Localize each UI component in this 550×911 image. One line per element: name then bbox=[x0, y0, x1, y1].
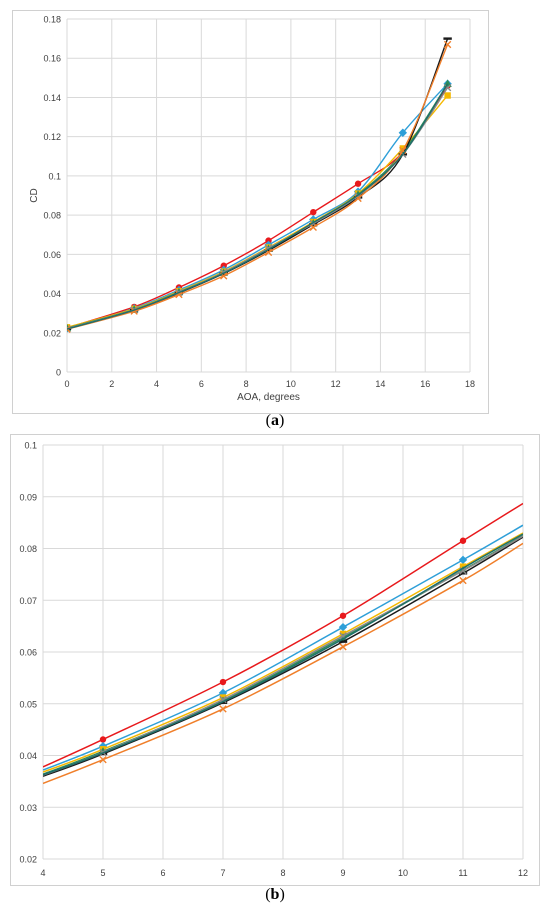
caption-b-open: ( bbox=[265, 886, 271, 903]
b-series-1-point-4 bbox=[458, 555, 468, 565]
b-series-4-point-2 bbox=[218, 701, 228, 704]
caption-b-label: b bbox=[270, 886, 280, 903]
b-series-0-point-3 bbox=[339, 612, 347, 619]
b-series-6-point-4 bbox=[459, 576, 467, 585]
caption-a-label: a bbox=[271, 412, 279, 429]
b-ytick-label-2: 0.04 bbox=[19, 751, 37, 761]
a-xtick-label-7: 14 bbox=[375, 379, 385, 389]
a-xtick-label-8: 16 bbox=[420, 379, 430, 389]
b-ytick-label-4: 0.06 bbox=[19, 648, 37, 658]
a-series-5 bbox=[67, 83, 452, 333]
a-series-7 bbox=[67, 83, 449, 330]
a-series-4-point-4 bbox=[264, 249, 273, 252]
b-series-0-point-2 bbox=[219, 678, 227, 686]
a-ytick-label-2: 0.04 bbox=[43, 289, 61, 299]
chart-panel-b: 4 5 6 7 8 9 10 11 12 0.02 0.03 0.04 0.05 0.06 0.07 0.08… bbox=[10, 434, 540, 886]
a-ytick-label-8: 0.16 bbox=[43, 54, 61, 64]
b-series-0-point-4 bbox=[459, 537, 467, 544]
a-ytick-label-5: 0.1 bbox=[48, 171, 61, 181]
a-xtick-label-2: 4 bbox=[154, 379, 159, 389]
b-series-6-point-2 bbox=[219, 705, 227, 713]
a-series-1 bbox=[67, 79, 452, 333]
b-series-5-point-2 bbox=[219, 695, 227, 704]
b-ytick-label-3: 0.05 bbox=[19, 699, 37, 709]
a-ytick-label-9: 0.18 bbox=[43, 15, 61, 25]
b-xtick-label-1: 5 bbox=[100, 868, 105, 878]
b-xtick-label-0: 4 bbox=[40, 868, 45, 878]
b-series-6-point-3 bbox=[339, 643, 347, 651]
a-series-2-point-8 bbox=[444, 92, 451, 99]
caption-b-close: ) bbox=[279, 886, 285, 903]
a-xtick-label-1: 2 bbox=[109, 379, 114, 389]
chart-a-svg: 0 2 4 6 8 10 12 14 16 18 0 0.02 0.04 0.06 0.08 0.1 0.12 0… bbox=[29, 15, 475, 404]
a-series-5-line bbox=[67, 87, 449, 330]
b-xtick-label-2: 6 bbox=[160, 868, 165, 878]
a-series-6-point-5 bbox=[309, 223, 317, 231]
a-y-axis-label: CD bbox=[29, 188, 40, 202]
a-ytick-label-7: 0.14 bbox=[43, 93, 61, 103]
b-xtick-label-7: 11 bbox=[458, 868, 467, 878]
b-series-7-line bbox=[43, 533, 523, 776]
a-ytick-label-4: 0.08 bbox=[43, 211, 61, 221]
b-xtick-label-4: 8 bbox=[280, 868, 285, 878]
a-series-2-line bbox=[67, 95, 449, 328]
caption-a-open: ( bbox=[265, 412, 271, 429]
b-ytick-label-1: 0.03 bbox=[19, 803, 37, 813]
b-series-4-point-4 bbox=[458, 572, 468, 575]
b-series-0-point-1 bbox=[99, 736, 107, 743]
a-xtick-label-4: 8 bbox=[244, 379, 249, 389]
b-xtick-label-5: 9 bbox=[340, 868, 345, 878]
a-x-axis-label: AOA, degrees bbox=[237, 392, 300, 403]
a-series-4 bbox=[67, 37, 452, 331]
a-series-6 bbox=[67, 40, 452, 333]
a-series-6-line bbox=[67, 44, 449, 330]
a-series-1-point-7 bbox=[398, 128, 408, 137]
a-ytick-label-0: 0 bbox=[56, 368, 61, 378]
a-series-0-point-4 bbox=[265, 237, 272, 244]
a-xtick-label-5: 10 bbox=[286, 379, 296, 389]
a-series-4-point-8 bbox=[443, 37, 452, 40]
a-xtick-label-0: 0 bbox=[64, 379, 69, 389]
caption-a: (a) bbox=[0, 412, 550, 430]
a-xtick-label-6: 12 bbox=[331, 379, 341, 389]
a-series-6-point-0 bbox=[67, 325, 71, 333]
b-xtick-label-6: 10 bbox=[398, 868, 408, 878]
a-ytick-label-3: 0.06 bbox=[43, 250, 61, 260]
a-series-4-line bbox=[67, 38, 449, 330]
a-ytick-label-1: 0.02 bbox=[43, 328, 61, 338]
a-series-6-point-8 bbox=[443, 40, 452, 49]
b-ytick-label-5: 0.07 bbox=[19, 596, 37, 606]
chart-panel-a: 0 2 4 6 8 10 12 14 16 18 0 0.02 0.04 0.06 0.08 0.1 0.12 0… bbox=[12, 10, 489, 414]
b-ytick-label-7: 0.09 bbox=[19, 492, 37, 502]
caption-b: (b) bbox=[0, 886, 550, 904]
a-ytick-label-6: 0.12 bbox=[43, 132, 61, 142]
a-series-5-point-8 bbox=[443, 83, 452, 92]
b-xtick-label-3: 7 bbox=[220, 868, 225, 878]
b-series-0 bbox=[43, 502, 523, 768]
b-series-1-point-2 bbox=[218, 688, 228, 698]
b-xtick-label-8: 12 bbox=[518, 868, 528, 878]
a-xtick-label-3: 6 bbox=[199, 379, 204, 389]
b-series-4-point-3 bbox=[338, 640, 348, 643]
a-xtick-label-9: 18 bbox=[465, 379, 475, 389]
b-series-4-point-1 bbox=[98, 752, 108, 756]
a-series-7-line bbox=[67, 83, 449, 330]
b-ytick-label-8: 0.1 bbox=[24, 441, 37, 451]
b-ytick-label-0: 0.02 bbox=[19, 855, 37, 865]
a-series-3-line bbox=[67, 83, 449, 329]
a-series-1-line bbox=[67, 83, 449, 330]
b-ytick-label-6: 0.08 bbox=[19, 544, 37, 554]
b-series-6-point-1 bbox=[99, 755, 107, 764]
a-series-2 bbox=[67, 92, 451, 331]
a-series-0-line bbox=[67, 85, 449, 329]
b-series-1-point-3 bbox=[338, 622, 348, 632]
b-series-7 bbox=[43, 533, 523, 776]
a-series-0-point-6 bbox=[354, 180, 362, 187]
b-series-6 bbox=[43, 542, 523, 785]
chart-b-svg: 4 5 6 7 8 9 10 11 12 0.02 0.03 0.04 0.05 0.06 0.07 0.08… bbox=[19, 441, 528, 879]
a-series-0-point-5 bbox=[310, 208, 317, 216]
caption-a-close: ) bbox=[279, 412, 285, 429]
b-series-4 bbox=[43, 536, 523, 777]
